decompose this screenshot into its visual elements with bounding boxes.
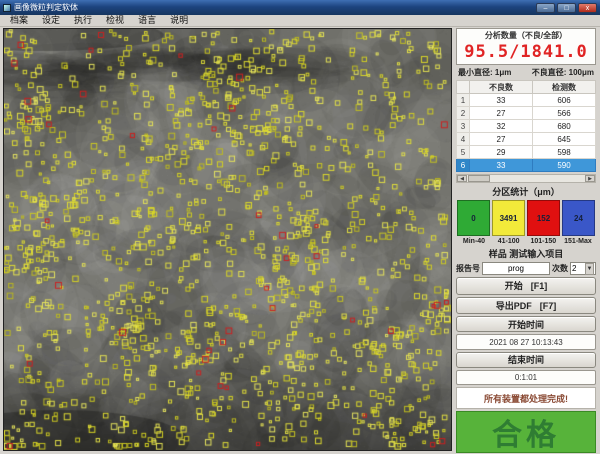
maximize-button[interactable]: □	[557, 2, 576, 13]
sample-input-title: 样品 测试输入项目	[488, 249, 564, 259]
row-number: 3	[456, 119, 470, 133]
zone-ranges: Min-40 41-100 101-150 151-Max	[456, 238, 596, 245]
zone-stats-title: 分区统计（μm）	[492, 187, 560, 197]
zone-stats: 0 3491 152 24	[456, 200, 596, 236]
row-number: 2	[456, 106, 470, 120]
minimize-button[interactable]: –	[536, 2, 555, 13]
report-row: 报告号 次数 2 ▼	[456, 262, 596, 275]
defects-header: 不良数	[469, 80, 533, 94]
row-number: 4	[456, 132, 470, 146]
report-number-input[interactable]	[482, 262, 550, 275]
menu-item-5[interactable]: 说明	[170, 15, 189, 25]
status-message: 所有装置都处理完成!	[484, 393, 568, 404]
window-title: 画像微粒判定软体	[14, 3, 78, 12]
detected-cell: 598	[532, 145, 596, 159]
control-panel: 分析数量（不良/全部） 95.5/1841.0 最小直径: 1μm 不良直径: …	[454, 27, 598, 454]
start-time-value: 2021 08 27 10:13:43	[456, 334, 596, 350]
defects-cell: 32	[469, 119, 533, 133]
chevron-down-icon: ▼	[585, 262, 594, 275]
start-time-header[interactable]: 开始时间	[456, 316, 596, 333]
analysis-result-box: 分析数量（不良/全部） 95.5/1841.0	[456, 28, 596, 65]
detected-cell: 606	[532, 93, 596, 107]
export-pdf-label: 导出PDF	[495, 301, 532, 312]
export-pdf-hotkey: [F7]	[539, 300, 557, 311]
row-number: 1	[456, 93, 470, 107]
defects-cell: 27	[469, 132, 533, 146]
scrollbar-track[interactable]	[467, 175, 585, 182]
row-number: 6	[456, 158, 470, 172]
menu-item-3[interactable]: 检视	[106, 15, 125, 25]
detected-cell: 645	[532, 132, 596, 146]
zone-yellow-range: 41-100	[497, 238, 520, 245]
times-dropdown[interactable]: 2 ▼	[570, 262, 596, 275]
start-button-label: 开始	[504, 281, 523, 292]
export-pdf-button[interactable]: 导出PDF [F7]	[456, 296, 596, 315]
defects-cell: 33	[469, 158, 533, 172]
table-row[interactable]: 2 27 566	[456, 106, 596, 120]
table-row[interactable]: 5 29 598	[456, 145, 596, 159]
table-row[interactable]: 1 33 606	[456, 93, 596, 107]
scrollbar-thumb[interactable]	[468, 175, 490, 182]
end-time-header[interactable]: 结束时间	[456, 351, 596, 368]
defects-cell: 29	[469, 145, 533, 159]
zone-yellow: 3491	[492, 200, 525, 236]
inspection-image-frame	[3, 28, 452, 451]
result-text: 合格	[492, 418, 560, 452]
stats-table: 不良数 检测数 1 33 606 2 27 566 3 32 680 4 27 645 5 29 598 6 3…	[456, 80, 596, 172]
close-button[interactable]: x	[578, 2, 597, 13]
scroll-left-icon[interactable]: ◀	[457, 175, 467, 182]
start-button[interactable]: 开始 [F1]	[456, 277, 596, 295]
analysis-value: 95.5/1841.0	[464, 42, 588, 62]
diameter-settings: 最小直径: 1μm 不良直径: 100μm	[456, 67, 596, 78]
analysis-title: 分析数量（不良/全部）	[484, 31, 568, 40]
detected-cell: 566	[532, 106, 596, 120]
end-time-value: 0:1:01	[456, 369, 596, 386]
defects-cell: 27	[469, 106, 533, 120]
table-row[interactable]: 3 32 680	[456, 119, 596, 133]
defects-cell: 33	[469, 93, 533, 107]
table-row[interactable]: 6 33 590	[456, 158, 596, 172]
menu-item-0[interactable]: 档案	[10, 15, 29, 25]
inspection-image-canvas[interactable]	[4, 29, 451, 450]
report-number-label: 报告号	[456, 264, 480, 273]
defect-diameter-label: 不良直径: 100μm	[531, 68, 594, 77]
menu-item-1[interactable]: 设定	[42, 15, 61, 25]
rownum-header	[456, 80, 470, 94]
detected-cell: 680	[532, 119, 596, 133]
zone-red: 152	[527, 200, 560, 236]
times-value: 2	[572, 264, 577, 273]
zone-red-range: 101-150	[530, 238, 557, 245]
row-number: 5	[456, 145, 470, 159]
zone-green-range: Min-40	[462, 238, 486, 245]
detected-cell: 590	[532, 158, 596, 172]
result-indicator: 合格	[456, 410, 596, 453]
times-label: 次数	[552, 264, 568, 273]
table-row[interactable]: 4 27 645	[456, 132, 596, 146]
zone-green: 0	[457, 200, 490, 236]
zone-blue: 24	[562, 200, 595, 236]
table-scrollbar[interactable]: ◀ ▶	[456, 174, 596, 183]
zone-blue-range: 151-Max	[564, 238, 592, 245]
menu-item-4[interactable]: 语言	[138, 15, 157, 25]
detected-header: 检测数	[532, 80, 596, 94]
scroll-right-icon[interactable]: ▶	[585, 175, 595, 182]
menu-item-2[interactable]: 执行	[74, 15, 93, 25]
app-icon	[3, 3, 11, 12]
title-bar: 画像微粒判定软体 – □ x	[0, 0, 600, 15]
status-message-box: 所有装置都处理完成!	[456, 387, 596, 409]
min-diameter-label: 最小直径: 1μm	[458, 68, 512, 77]
start-button-hotkey: [F1]	[530, 280, 548, 291]
menu-bar: 档案 设定 执行 检视 语言 说明	[0, 15, 600, 27]
